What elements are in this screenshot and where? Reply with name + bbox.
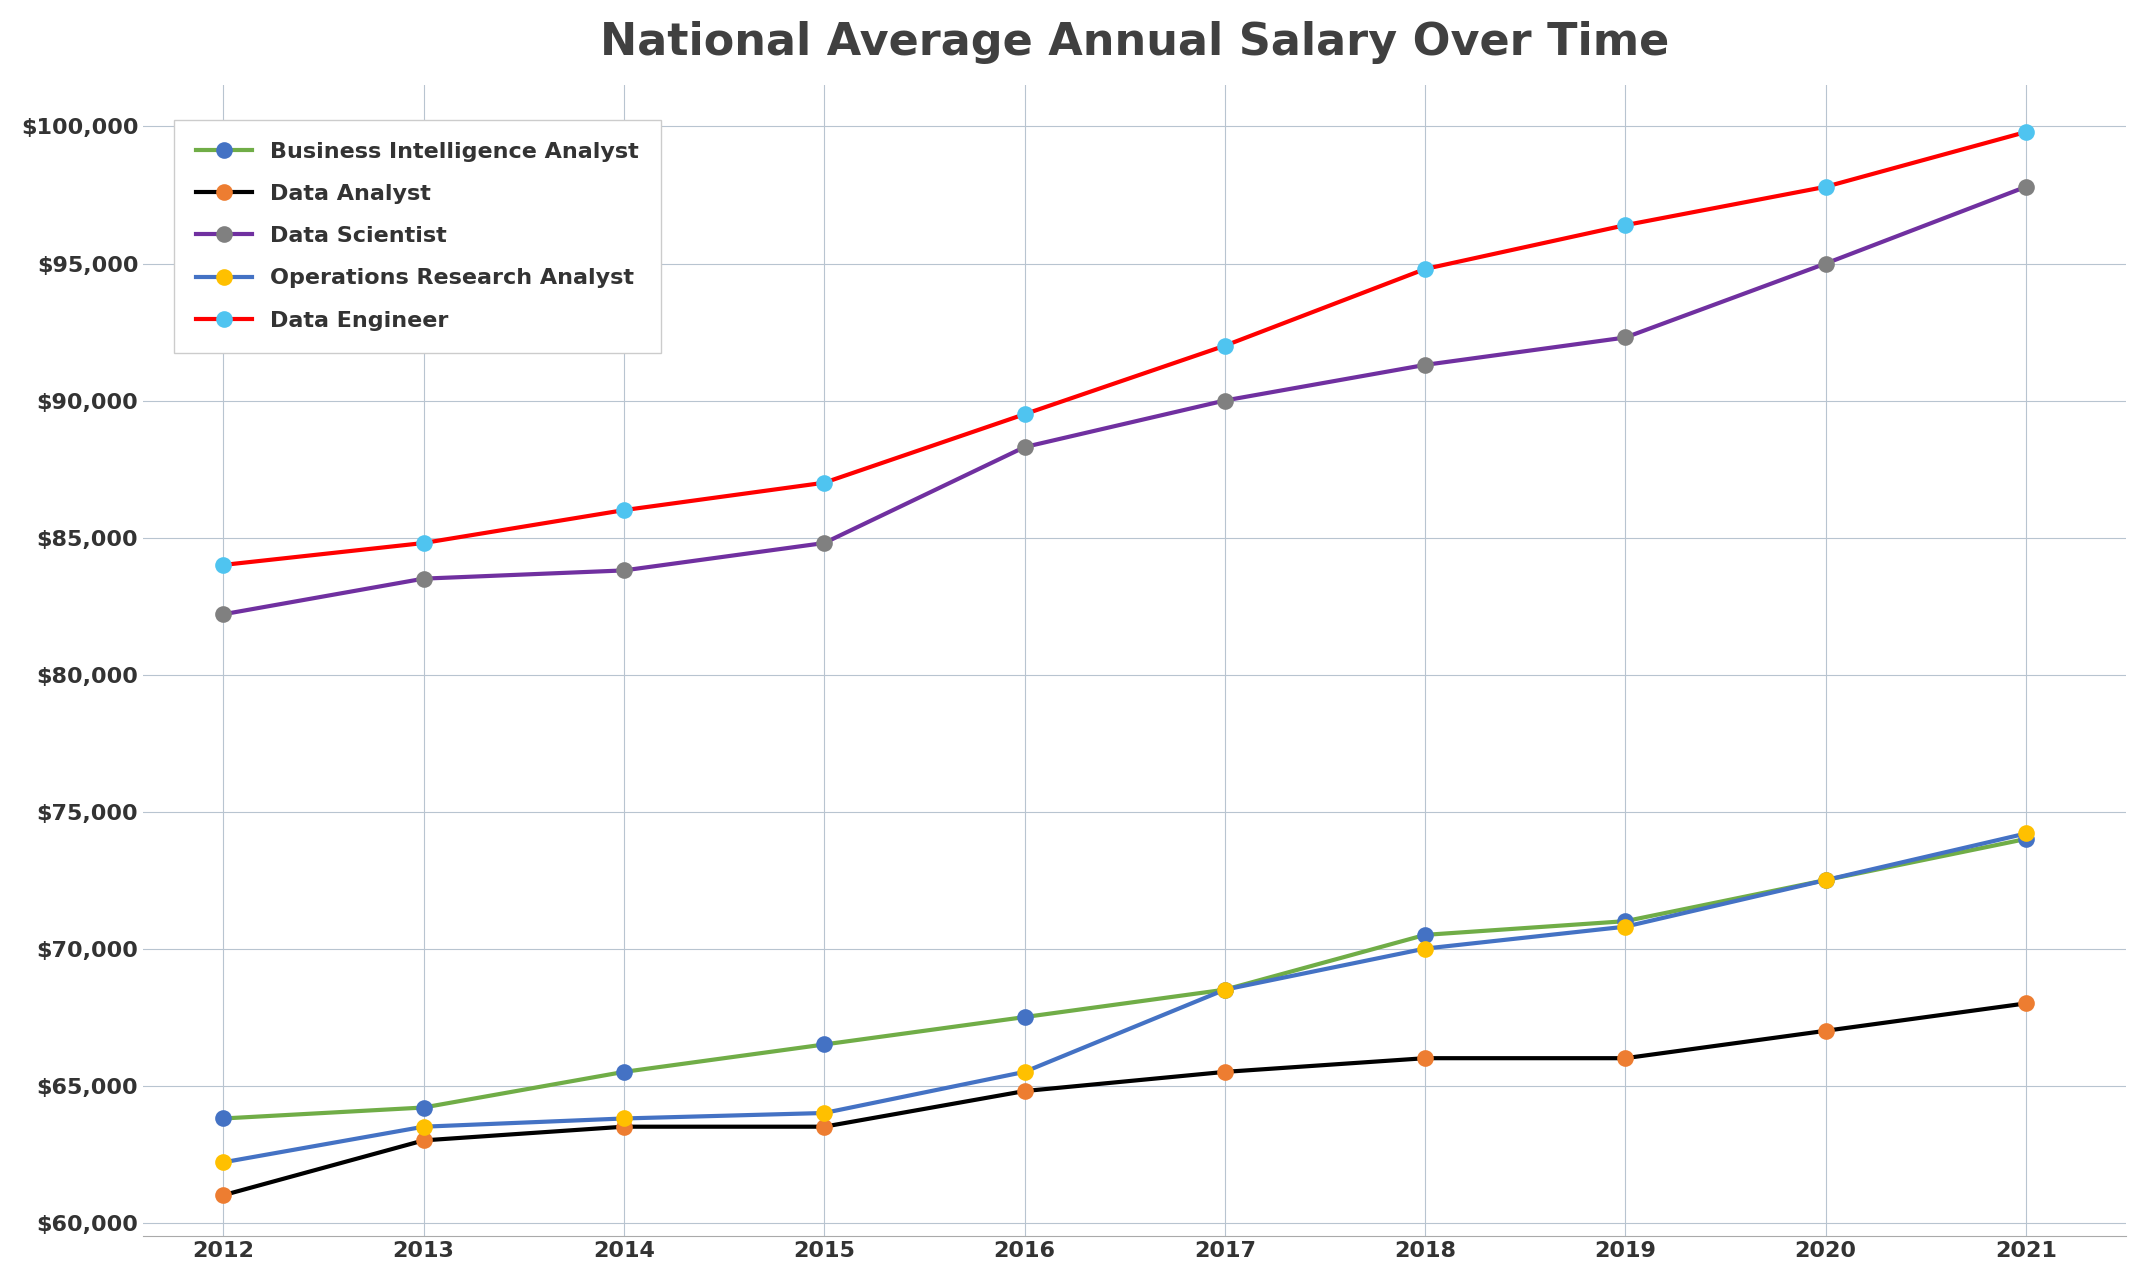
- Business Intelligence Analyst: [1011, 1009, 1037, 1024]
- Data Scientist: [2014, 179, 2040, 195]
- Data Engineer: [612, 503, 638, 518]
- Data Analyst: [1612, 1050, 1638, 1065]
- Data Scientist: [1211, 392, 1237, 408]
- Data Scientist: [1413, 358, 1438, 373]
- Operations Research Analyst: [410, 1119, 436, 1135]
- Data Scientist: [210, 606, 236, 622]
- Operations Research Analyst: [1812, 872, 1838, 887]
- Business Intelligence Analyst: [1413, 927, 1438, 942]
- Data Analyst: [2014, 996, 2040, 1011]
- Line: Business Intelligence Analyst: Business Intelligence Analyst: [215, 831, 2035, 1127]
- Data Engineer: [1812, 179, 1838, 195]
- Operations Research Analyst: [1211, 982, 1237, 997]
- Data Analyst: [1413, 1050, 1438, 1065]
- Data Scientist: [612, 563, 638, 578]
- Operations Research Analyst: [812, 1105, 837, 1120]
- Data Analyst: [1211, 1064, 1237, 1079]
- Data Engineer: [210, 558, 236, 573]
- Legend: Business Intelligence Analyst, Data Analyst, Data Scientist, Operations Research: Business Intelligence Analyst, Data Anal…: [174, 119, 661, 353]
- Data Engineer: [812, 476, 837, 491]
- Line: Data Scientist: Data Scientist: [215, 178, 2035, 623]
- Operations Research Analyst: [1413, 941, 1438, 956]
- Data Engineer: [1612, 218, 1638, 233]
- Data Scientist: [410, 570, 436, 586]
- Business Intelligence Analyst: [1612, 914, 1638, 929]
- Data Analyst: [612, 1119, 638, 1135]
- Business Intelligence Analyst: [2014, 831, 2040, 846]
- Line: Data Analyst: Data Analyst: [215, 995, 2035, 1204]
- Data Scientist: [812, 536, 837, 551]
- Business Intelligence Analyst: [410, 1100, 436, 1115]
- Business Intelligence Analyst: [1812, 872, 1838, 887]
- Business Intelligence Analyst: [612, 1064, 638, 1079]
- Data Engineer: [1211, 338, 1237, 354]
- Data Scientist: [1011, 440, 1037, 455]
- Data Engineer: [410, 536, 436, 551]
- Business Intelligence Analyst: [812, 1037, 837, 1053]
- Business Intelligence Analyst: [1211, 982, 1237, 997]
- Operations Research Analyst: [210, 1155, 236, 1170]
- Operations Research Analyst: [1612, 919, 1638, 935]
- Data Engineer: [1413, 262, 1438, 277]
- Data Analyst: [1812, 1023, 1838, 1038]
- Data Engineer: [1011, 406, 1037, 422]
- Data Scientist: [1812, 256, 1838, 272]
- Data Engineer: [2014, 124, 2040, 140]
- Data Analyst: [210, 1187, 236, 1203]
- Line: Operations Research Analyst: Operations Research Analyst: [215, 826, 2035, 1170]
- Title: National Average Annual Salary Over Time: National Average Annual Salary Over Time: [599, 21, 1670, 64]
- Line: Data Engineer: Data Engineer: [215, 123, 2035, 573]
- Data Analyst: [812, 1119, 837, 1135]
- Business Intelligence Analyst: [210, 1110, 236, 1126]
- Operations Research Analyst: [612, 1110, 638, 1126]
- Operations Research Analyst: [2014, 826, 2040, 841]
- Data Analyst: [410, 1133, 436, 1149]
- Data Analyst: [1011, 1083, 1037, 1099]
- Data Scientist: [1612, 329, 1638, 345]
- Operations Research Analyst: [1011, 1064, 1037, 1079]
